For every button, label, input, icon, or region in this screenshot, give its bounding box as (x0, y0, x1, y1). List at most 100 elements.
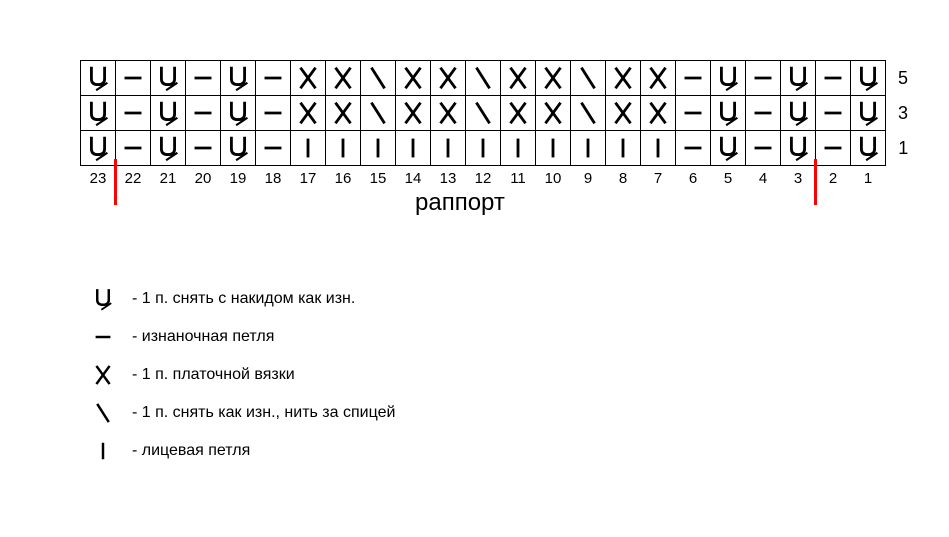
garter-x-icon (642, 97, 674, 129)
u-slip-yo-icon (852, 132, 884, 164)
legend-item: - 1 п. платочной вязки (86, 356, 395, 394)
repeat-label: раппорт (415, 189, 505, 217)
legend-symbol-icon (86, 361, 120, 389)
purl-icon (747, 62, 779, 94)
chart-cell (501, 131, 536, 166)
chart-row: 1 (81, 131, 921, 166)
garter-x-icon (397, 97, 429, 129)
chart-cell (81, 61, 116, 96)
purl-icon (257, 62, 289, 94)
chart-cell (501, 61, 536, 96)
chart-cell (606, 96, 641, 131)
chart-cell (361, 131, 396, 166)
slip-backslash-icon (467, 97, 499, 129)
chart-cell (256, 131, 291, 166)
garter-x-icon (502, 62, 534, 94)
chart-cell (431, 61, 466, 96)
u-slip-yo-icon (82, 62, 114, 94)
chart-cell (396, 96, 431, 131)
knit-icon (362, 132, 394, 164)
chart-cell (326, 96, 361, 131)
legend: - 1 п. снять с накидом как изн.- изнаноч… (86, 280, 395, 470)
chart-cell (186, 131, 221, 166)
garter-x-icon (607, 97, 639, 129)
knit-icon (642, 132, 674, 164)
purl-icon (117, 62, 149, 94)
knitting-chart: 5312322212019181716151413121110987654321… (80, 60, 921, 192)
knit-icon (467, 132, 499, 164)
knit-icon (397, 132, 429, 164)
legend-item: - 1 п. снять с накидом как изн. (86, 280, 395, 318)
chart-cell (431, 96, 466, 131)
chart-grid: 5312322212019181716151413121110987654321 (80, 60, 921, 192)
column-number: 2 (816, 166, 851, 193)
u-slip-yo-icon (782, 62, 814, 94)
u-slip-yo-icon (782, 132, 814, 164)
purl-icon (117, 97, 149, 129)
legend-text: - 1 п. снять как изн., нить за спицей (132, 404, 395, 422)
chart-cell (81, 131, 116, 166)
row-label: 1 (886, 131, 921, 166)
legend-symbol-icon (86, 399, 120, 427)
purl-icon (677, 62, 709, 94)
chart-cell (676, 131, 711, 166)
chart-cell (571, 131, 606, 166)
chart-cell (361, 96, 396, 131)
garter-x-icon (537, 97, 569, 129)
column-number: 3 (781, 166, 816, 193)
chart-cell (291, 61, 326, 96)
u-slip-yo-icon (152, 97, 184, 129)
garter-x-icon (432, 97, 464, 129)
repeat-marker-right (814, 159, 817, 205)
chart-cell (151, 131, 186, 166)
garter-x-icon (432, 62, 464, 94)
knit-icon (572, 132, 604, 164)
chart-cell (606, 131, 641, 166)
column-number: 16 (326, 166, 361, 193)
column-number: 19 (221, 166, 256, 193)
purl-icon (747, 97, 779, 129)
column-number: 5 (711, 166, 746, 193)
garter-x-icon (502, 97, 534, 129)
column-number: 9 (571, 166, 606, 193)
purl-icon (817, 62, 849, 94)
row-label: 3 (886, 96, 921, 131)
column-number: 22 (116, 166, 151, 193)
column-number: 6 (676, 166, 711, 193)
chart-cell (571, 96, 606, 131)
u-slip-yo-icon (88, 285, 118, 313)
purl-icon (88, 323, 118, 351)
chart-cell (676, 96, 711, 131)
chart-cell (781, 96, 816, 131)
chart-cell (186, 96, 221, 131)
chart-cell (221, 96, 256, 131)
chart-cell (851, 131, 886, 166)
purl-icon (747, 132, 779, 164)
slip-backslash-icon (572, 97, 604, 129)
chart-cell (116, 96, 151, 131)
chart-cell (536, 61, 571, 96)
u-slip-yo-icon (152, 62, 184, 94)
chart-cell (116, 61, 151, 96)
chart-cell (641, 131, 676, 166)
knit-icon (88, 437, 118, 465)
chart-cell (851, 96, 886, 131)
legend-symbol-icon (86, 323, 120, 351)
chart-cell (781, 131, 816, 166)
chart-cell (396, 131, 431, 166)
chart-cell (291, 96, 326, 131)
garter-x-icon (88, 361, 118, 389)
garter-x-icon (327, 62, 359, 94)
legend-text: - 1 п. платочной вязки (132, 366, 295, 384)
chart-cell (641, 61, 676, 96)
purl-icon (677, 132, 709, 164)
u-slip-yo-icon (852, 97, 884, 129)
column-number: 20 (186, 166, 221, 193)
u-slip-yo-icon (782, 97, 814, 129)
chart-cell (571, 61, 606, 96)
column-number: 1 (851, 166, 886, 193)
purl-icon (187, 62, 219, 94)
purl-icon (187, 97, 219, 129)
garter-x-icon (292, 97, 324, 129)
chart-cell (256, 96, 291, 131)
